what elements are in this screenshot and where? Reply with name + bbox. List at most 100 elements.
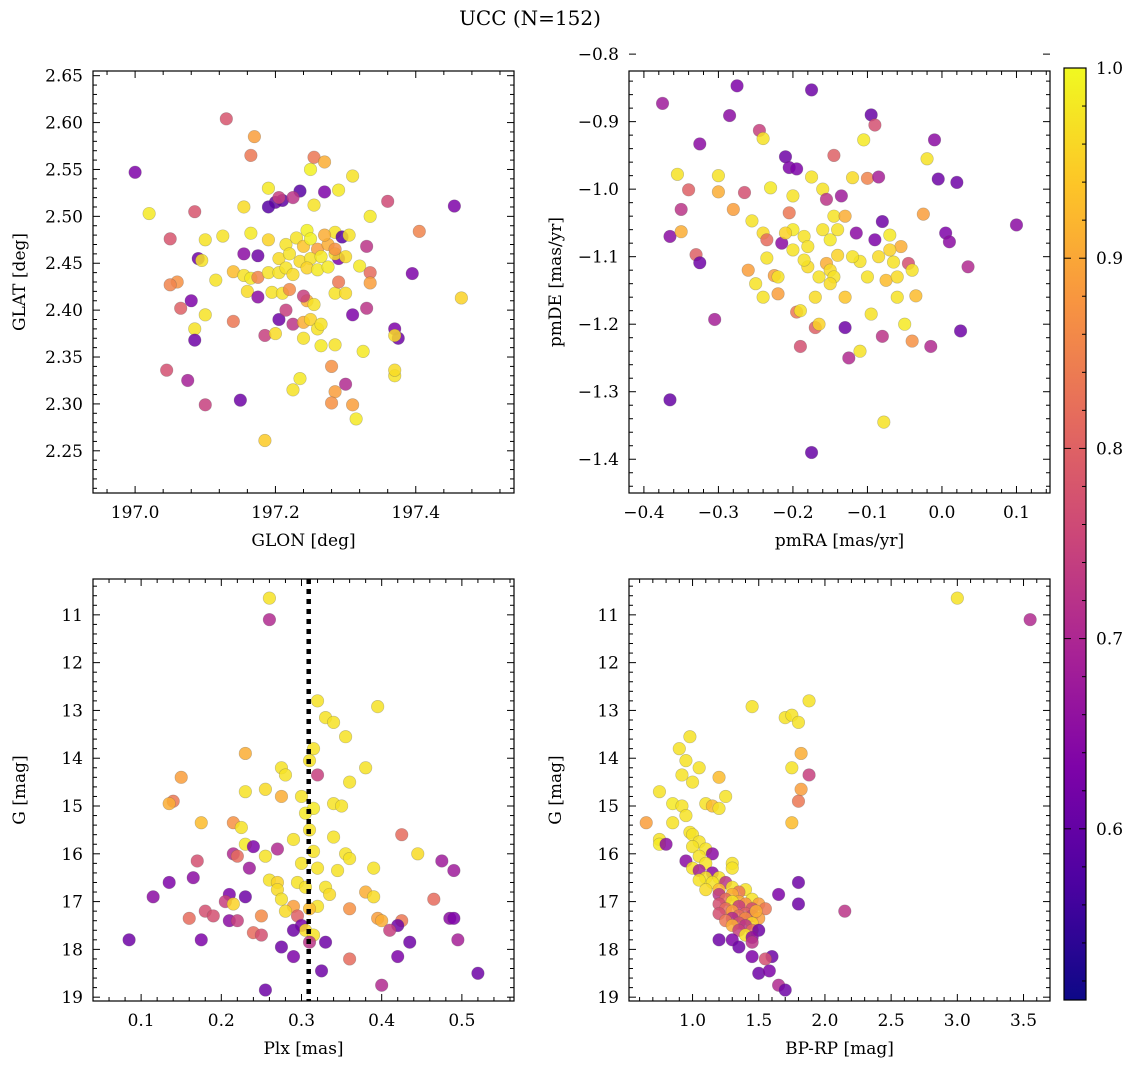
data-point <box>272 312 286 327</box>
data-point <box>268 326 283 341</box>
data-point <box>240 284 254 298</box>
data-point <box>745 935 759 949</box>
data-point <box>652 785 667 799</box>
x-tick-label: 0.0 <box>928 503 955 523</box>
data-point <box>725 861 739 875</box>
tick-marks <box>92 579 514 1001</box>
data-point <box>804 170 819 184</box>
colorbar-ticks <box>1064 67 1086 982</box>
scatter-panel-3: 0.1 0.2 0.3 0.4 0.5 11 12 13 14 15 16 17 18 19 Plx [ma… <box>10 578 515 1059</box>
data-point <box>812 270 826 284</box>
data-point <box>310 694 325 708</box>
scatter-panel-1: 197.0 197.2 197.4 2.25 2.30 2.35 2.40 2.45 2.50 2… <box>10 67 515 551</box>
data-point <box>303 312 318 327</box>
data-point <box>1023 613 1037 627</box>
data-point <box>666 816 680 830</box>
x-axis-label: Plx [mas] <box>263 1039 343 1059</box>
data-point <box>685 775 700 789</box>
data-point <box>230 849 244 863</box>
y-tick-label: −1.1 <box>578 248 619 268</box>
data-point <box>942 235 957 249</box>
data-point <box>883 228 897 242</box>
data-point <box>791 897 806 911</box>
x-tick-label: 0.5 <box>448 1011 475 1031</box>
tick-marks <box>629 53 1050 493</box>
data-point <box>244 148 258 162</box>
data-point <box>772 887 786 902</box>
data-point <box>388 328 402 343</box>
y-tick-label: 15 <box>61 797 83 817</box>
data-point <box>321 260 335 274</box>
data-point <box>307 198 321 212</box>
data-point <box>877 415 891 429</box>
data-point <box>272 251 286 266</box>
data-point <box>823 277 837 291</box>
x-tick-label: 1.5 <box>745 1011 772 1031</box>
data-point <box>831 248 845 262</box>
data-point <box>682 183 696 197</box>
data-point <box>381 194 395 208</box>
data-point <box>760 251 774 265</box>
data-point <box>679 808 693 823</box>
data-point <box>794 746 808 761</box>
data-point <box>274 940 289 954</box>
data-point <box>360 301 374 315</box>
data-point <box>924 339 938 354</box>
data-point <box>346 169 360 183</box>
data-point <box>326 830 341 844</box>
data-point <box>898 317 912 331</box>
data-point <box>758 952 772 966</box>
data-point <box>849 226 863 240</box>
data-point <box>238 746 252 761</box>
x-tick-label: 197.0 <box>111 503 160 523</box>
data-point <box>639 816 653 830</box>
data-point <box>326 715 341 729</box>
data-point <box>771 287 785 301</box>
data-point <box>282 282 297 297</box>
data-point <box>282 247 297 261</box>
scatter-panel-4: 1.0 1.5 2.0 2.5 3.0 3.5 11 12 13 14 15 16 17 18 19 BP-R… <box>546 578 1051 1059</box>
data-point <box>749 904 763 918</box>
y-tick-label: −0.8 <box>578 45 619 65</box>
data-point <box>314 964 329 978</box>
data-point <box>674 225 688 239</box>
data-point <box>760 233 774 247</box>
data-point <box>447 911 461 925</box>
x-tick-label: 1.0 <box>679 1011 706 1031</box>
data-point <box>186 871 200 885</box>
data-point <box>181 373 195 388</box>
data-point <box>307 150 321 164</box>
data-point <box>261 181 276 195</box>
data-point <box>254 909 268 923</box>
x-tick-label: 0.1 <box>128 1011 155 1031</box>
data-point <box>296 289 311 303</box>
axes-frame <box>92 70 515 494</box>
data-point <box>845 171 860 185</box>
data-point <box>342 228 356 242</box>
data-point <box>216 229 230 243</box>
y-tick-label: −0.9 <box>578 113 619 133</box>
data-point <box>294 789 309 804</box>
data-point <box>909 289 923 303</box>
data-point <box>195 253 209 268</box>
data-point <box>655 96 670 111</box>
x-axis-label: BP-RP [mag] <box>785 1039 894 1059</box>
data-point <box>367 890 381 904</box>
colorbar-tick-label: 0.8 <box>1096 439 1123 459</box>
data-point <box>331 275 346 289</box>
data-point <box>160 363 174 377</box>
data-point <box>261 233 276 247</box>
data-point <box>339 286 353 300</box>
data-point <box>343 851 357 866</box>
figure-title: UCC (N=152) <box>459 6 601 30</box>
axes-frame <box>628 70 1051 494</box>
data-point <box>174 301 188 315</box>
data-point <box>163 232 177 246</box>
data-point <box>343 775 357 789</box>
data-point <box>812 317 826 331</box>
data-point <box>708 312 722 327</box>
data-point <box>471 966 485 980</box>
data-point <box>838 209 852 223</box>
data-point <box>785 816 799 830</box>
data-point <box>883 243 897 257</box>
